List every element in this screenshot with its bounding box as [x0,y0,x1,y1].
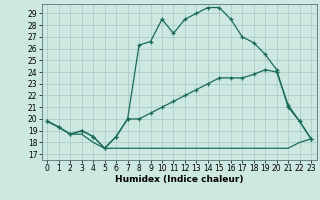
X-axis label: Humidex (Indice chaleur): Humidex (Indice chaleur) [115,175,244,184]
